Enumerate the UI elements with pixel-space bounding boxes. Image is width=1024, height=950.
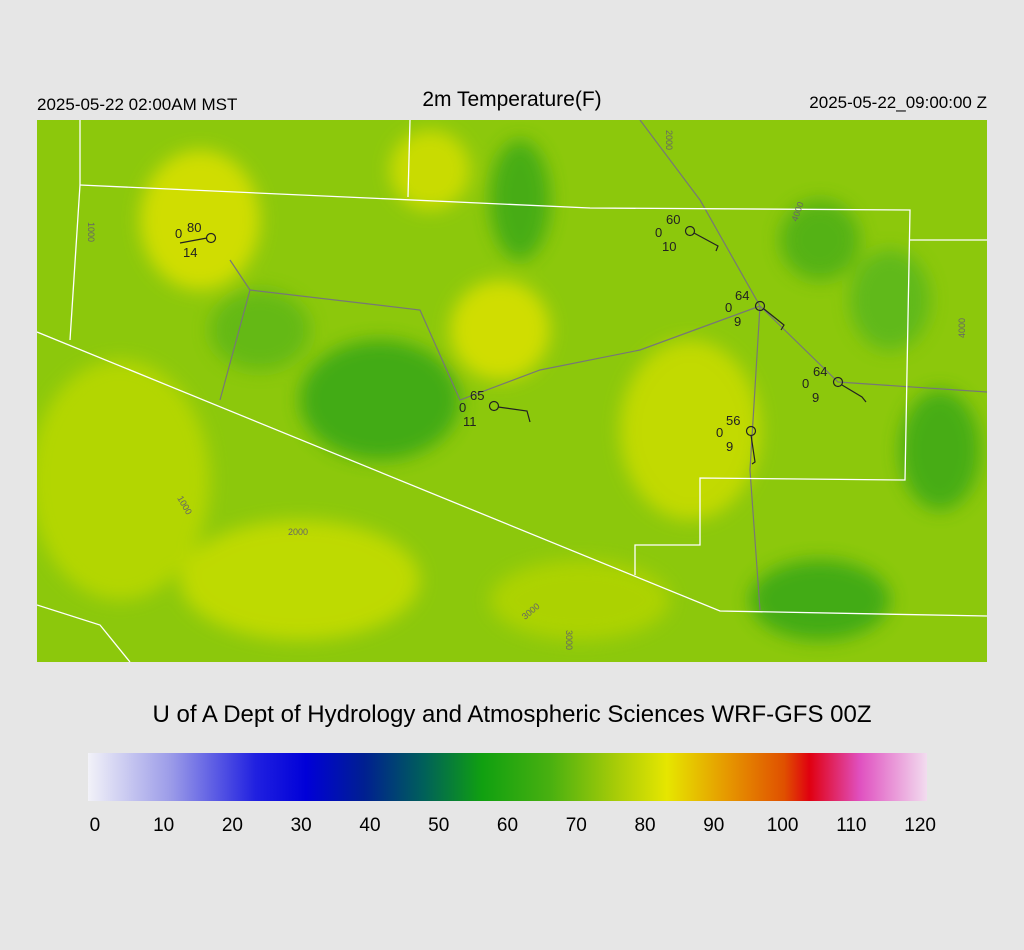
station-marker: 0 [175,226,182,241]
wind-barb [750,434,756,465]
station-dewpoint: 11 [463,414,477,429]
map [37,120,987,662]
wind-barb [763,308,785,331]
contour-label: 2000 [288,527,308,537]
station-temp: 60 [666,212,680,227]
wind-barb [497,406,531,423]
station-dewpoint: 9 [726,439,733,454]
wind-barb [179,237,208,244]
colorbar-ticks: 0 10 20 30 40 50 60 70 80 90 100 110 120 [90,815,936,836]
station-marker: 0 [802,376,809,391]
station-marker: 0 [725,300,732,315]
contour-label: 1000 [86,222,96,242]
station-temp: 56 [726,413,740,428]
colorbar-tick-label: 20 [222,815,243,836]
station-dewpoint: 14 [183,245,197,260]
station-marker: 0 [655,225,662,240]
colorbar-tick-label: 0 [90,815,101,836]
colorbar-tick-label: 110 [836,815,866,836]
footer-credit: U of A Dept of Hydrology and Atmospheric… [153,701,872,728]
stations [179,225,867,465]
map-title: 2m Temperature(F) [422,88,601,111]
station-temp: 64 [735,288,749,303]
station-dewpoint: 9 [812,390,819,405]
station-marker: 0 [459,400,466,415]
station-temp: 65 [470,388,484,403]
station-circle [684,225,696,237]
colorbar-tick-label: 50 [428,815,449,836]
colorbar-tick-label: 40 [359,815,380,836]
wind-barb [693,232,719,252]
colorbar-tick-label: 70 [566,815,587,836]
colorbar-tick-label: 90 [703,815,724,836]
colorbar-tick-label: 10 [153,815,174,836]
station-circle [832,376,844,388]
station-circle [488,400,500,412]
contour-label: 4000 [957,318,967,338]
colorbar-tick-label: 80 [634,815,655,836]
contour-label: 3000 [564,630,574,650]
colorbar-tick-label: 30 [291,815,312,836]
station-marker: 0 [716,425,723,440]
colorbar-tick-label: 100 [767,815,799,836]
station-temp: 64 [813,364,827,379]
colorbar-tick-label: 60 [497,815,518,836]
station-labels: 80 0 14 60 0 10 64 0 9 64 0 9 65 0 11 56… [175,212,827,454]
valid-time-utc: 2025-05-22_09:00:00 Z [809,93,987,112]
contour-label: 2000 [664,130,674,150]
station-dewpoint: 9 [734,314,741,329]
valid-time-local: 2025-05-22 02:00AM MST [37,95,237,114]
station-circle [754,300,766,312]
colorbar [88,753,927,801]
station-dewpoint: 10 [662,239,676,254]
wind-barb [841,384,867,403]
colorbar-tick-label: 120 [904,815,936,836]
station-temp: 80 [187,220,201,235]
